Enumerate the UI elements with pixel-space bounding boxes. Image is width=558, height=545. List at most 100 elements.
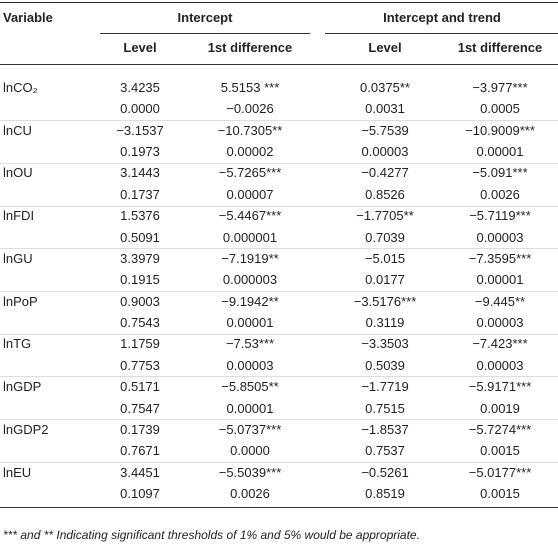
row-separator xyxy=(0,376,558,378)
cell: −0.0026 xyxy=(226,101,274,117)
variable-name: lnGDP xyxy=(3,379,42,395)
cell: 0.00001 xyxy=(226,400,274,416)
cell: 0.8519 xyxy=(365,486,405,502)
cell: −1.8537 xyxy=(361,421,409,437)
cell: 0.000003 xyxy=(222,272,278,288)
cell: 0.0031 xyxy=(365,101,405,117)
variable-name: lnCU xyxy=(3,122,32,138)
cell: −10.7305** xyxy=(217,122,283,138)
cell: −3.977*** xyxy=(472,80,528,95)
cell: 0.7515 xyxy=(365,400,405,416)
variable-name: lnPoP xyxy=(3,293,38,309)
cell: 0.7753 xyxy=(120,357,160,373)
column-header: 1st difference xyxy=(457,40,543,55)
row-separator xyxy=(0,205,558,207)
cell: 0.1973 xyxy=(120,144,160,160)
cell: 0.00003 xyxy=(476,315,524,331)
row-separator xyxy=(0,120,558,122)
variable-header: Variable xyxy=(3,10,53,25)
cell: −5.7119*** xyxy=(469,208,531,224)
cell: −9.1942** xyxy=(221,293,279,309)
variable-name: lnEU xyxy=(3,464,32,480)
cell: −1.7719 xyxy=(361,379,409,395)
cell: 0.1915 xyxy=(120,272,160,288)
variable-name: lnTG xyxy=(3,336,32,352)
row-separator xyxy=(0,333,558,335)
variable-name: lnCO₂ xyxy=(3,80,38,95)
variable-name: lnGDP2 xyxy=(3,421,49,437)
cell: 0.00007 xyxy=(226,186,274,202)
cell: −10.9009*** xyxy=(465,122,535,138)
cell: 0.7671 xyxy=(120,443,160,459)
group-rule xyxy=(325,33,558,34)
cell: 0.1097 xyxy=(120,486,160,502)
cell: 3.3979 xyxy=(120,250,160,266)
cell: 0.00003 xyxy=(476,357,524,373)
cell: −3.1537 xyxy=(116,122,164,138)
cell: 0.0026 xyxy=(230,486,270,502)
cell: −5.8505** xyxy=(221,379,279,395)
cell: −0.5261 xyxy=(361,464,409,480)
cell: 0.1737 xyxy=(120,186,160,202)
cell: −7.53*** xyxy=(225,336,275,352)
cell: 3.4451 xyxy=(120,464,160,480)
cell: −3.5176*** xyxy=(353,293,417,309)
cell: 0.7547 xyxy=(120,400,160,416)
cell: 0.1739 xyxy=(120,421,160,437)
cell: 1.1759 xyxy=(120,336,160,352)
cell: 0.0000 xyxy=(120,101,160,117)
group-header: Intercept xyxy=(177,10,233,25)
cell: 0.7537 xyxy=(365,443,405,459)
row-separator xyxy=(0,162,558,164)
row-separator xyxy=(0,291,558,292)
variable-name: lnOU xyxy=(3,165,33,181)
cell: 0.0177 xyxy=(365,272,405,288)
footnote: *** and ** Indicating significant thresh… xyxy=(3,528,420,542)
cell: −5.7274*** xyxy=(468,421,532,437)
cell: −7.423*** xyxy=(472,336,528,352)
cell: 0.000001 xyxy=(222,229,278,245)
cell: 0.0375** xyxy=(360,80,410,95)
group-rule xyxy=(100,33,310,34)
column-header: Level xyxy=(123,40,157,55)
cell: −7.1919** xyxy=(221,250,279,266)
cell: −5.0177*** xyxy=(468,464,532,480)
cell: 0.00001 xyxy=(476,144,524,160)
cell: −7.3595*** xyxy=(468,250,532,266)
cell: 0.00002 xyxy=(226,144,274,160)
cell: −9.445** xyxy=(474,293,526,309)
top-rule xyxy=(0,2,558,3)
variable-name: lnGU xyxy=(3,250,33,266)
cell: −5.4467*** xyxy=(218,208,282,224)
cell: 0.8526 xyxy=(365,186,405,202)
cell: 0.5171 xyxy=(120,379,160,395)
cell: 0.0019 xyxy=(480,400,520,416)
cell: −5.0737*** xyxy=(218,421,282,437)
cell: −0.4277 xyxy=(361,165,409,181)
cell: 0.00003 xyxy=(361,144,409,160)
cell: 0.00003 xyxy=(226,357,274,373)
cell: 5.5153 *** xyxy=(220,80,280,95)
cell: 0.7543 xyxy=(120,315,160,331)
cell: −5.091*** xyxy=(472,165,528,181)
cell: 0.3119 xyxy=(365,315,405,331)
cell: −5.015 xyxy=(364,250,406,266)
cell: −5.7265*** xyxy=(218,165,282,181)
cell: 3.4235 xyxy=(120,80,160,95)
cell: 0.0015 xyxy=(480,443,520,459)
cell: 3.1443 xyxy=(120,165,160,181)
cell: 0.0026 xyxy=(480,186,520,202)
cell: 0.7039 xyxy=(365,229,405,245)
cell: 0.0005 xyxy=(480,101,520,117)
cell: 0.5039 xyxy=(365,357,405,373)
cell: 0.00001 xyxy=(226,315,274,331)
cell: −1.7705** xyxy=(356,208,414,224)
cell: 0.00001 xyxy=(476,272,524,288)
cell: −5.9171*** xyxy=(468,379,532,395)
variable-name: lnFDI xyxy=(3,208,35,224)
bottom-rule xyxy=(0,507,558,508)
cell: −5.5039*** xyxy=(218,464,282,480)
header-rule xyxy=(0,64,558,65)
cell: 0.0015 xyxy=(480,486,520,502)
